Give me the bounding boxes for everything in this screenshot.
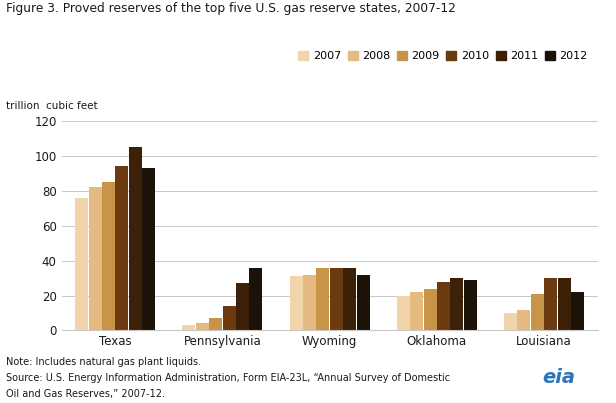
Bar xyxy=(236,283,249,330)
Bar xyxy=(571,292,584,330)
Bar xyxy=(437,282,450,330)
Bar xyxy=(517,310,530,330)
Bar xyxy=(397,295,410,330)
Bar xyxy=(544,278,557,330)
Bar xyxy=(102,182,115,330)
Text: Figure 3. Proved reserves of the top five U.S. gas reserve states, 2007-12: Figure 3. Proved reserves of the top fiv… xyxy=(6,2,456,15)
Bar xyxy=(531,294,544,330)
Bar xyxy=(330,268,342,330)
Bar xyxy=(196,324,209,330)
Text: trillion  cubic feet: trillion cubic feet xyxy=(6,101,98,111)
Bar xyxy=(343,268,356,330)
Bar xyxy=(303,274,316,330)
Bar xyxy=(557,278,570,330)
Text: eia: eia xyxy=(542,368,575,387)
Bar xyxy=(115,166,128,330)
Bar xyxy=(504,313,517,330)
Bar xyxy=(209,318,222,330)
Bar xyxy=(182,325,195,330)
Bar xyxy=(129,147,142,330)
Bar xyxy=(75,198,88,330)
Bar xyxy=(464,280,477,330)
Bar xyxy=(424,289,437,330)
Text: Note: Includes natural gas plant liquids.: Note: Includes natural gas plant liquids… xyxy=(6,357,201,367)
Bar xyxy=(249,268,262,330)
Bar xyxy=(357,274,370,330)
Bar xyxy=(317,268,330,330)
Bar xyxy=(410,292,423,330)
Bar xyxy=(290,276,302,330)
Legend: 2007, 2008, 2009, 2010, 2011, 2012: 2007, 2008, 2009, 2010, 2011, 2012 xyxy=(294,47,592,66)
Bar xyxy=(89,187,102,330)
Bar xyxy=(450,278,463,330)
Text: Source: U.S. Energy Information Administration, Form EIA-23L, “Annual Survey of : Source: U.S. Energy Information Administ… xyxy=(6,373,450,383)
Text: Oil and Gas Reserves,” 2007-12.: Oil and Gas Reserves,” 2007-12. xyxy=(6,389,165,399)
Bar xyxy=(142,168,155,330)
Bar xyxy=(222,306,235,330)
